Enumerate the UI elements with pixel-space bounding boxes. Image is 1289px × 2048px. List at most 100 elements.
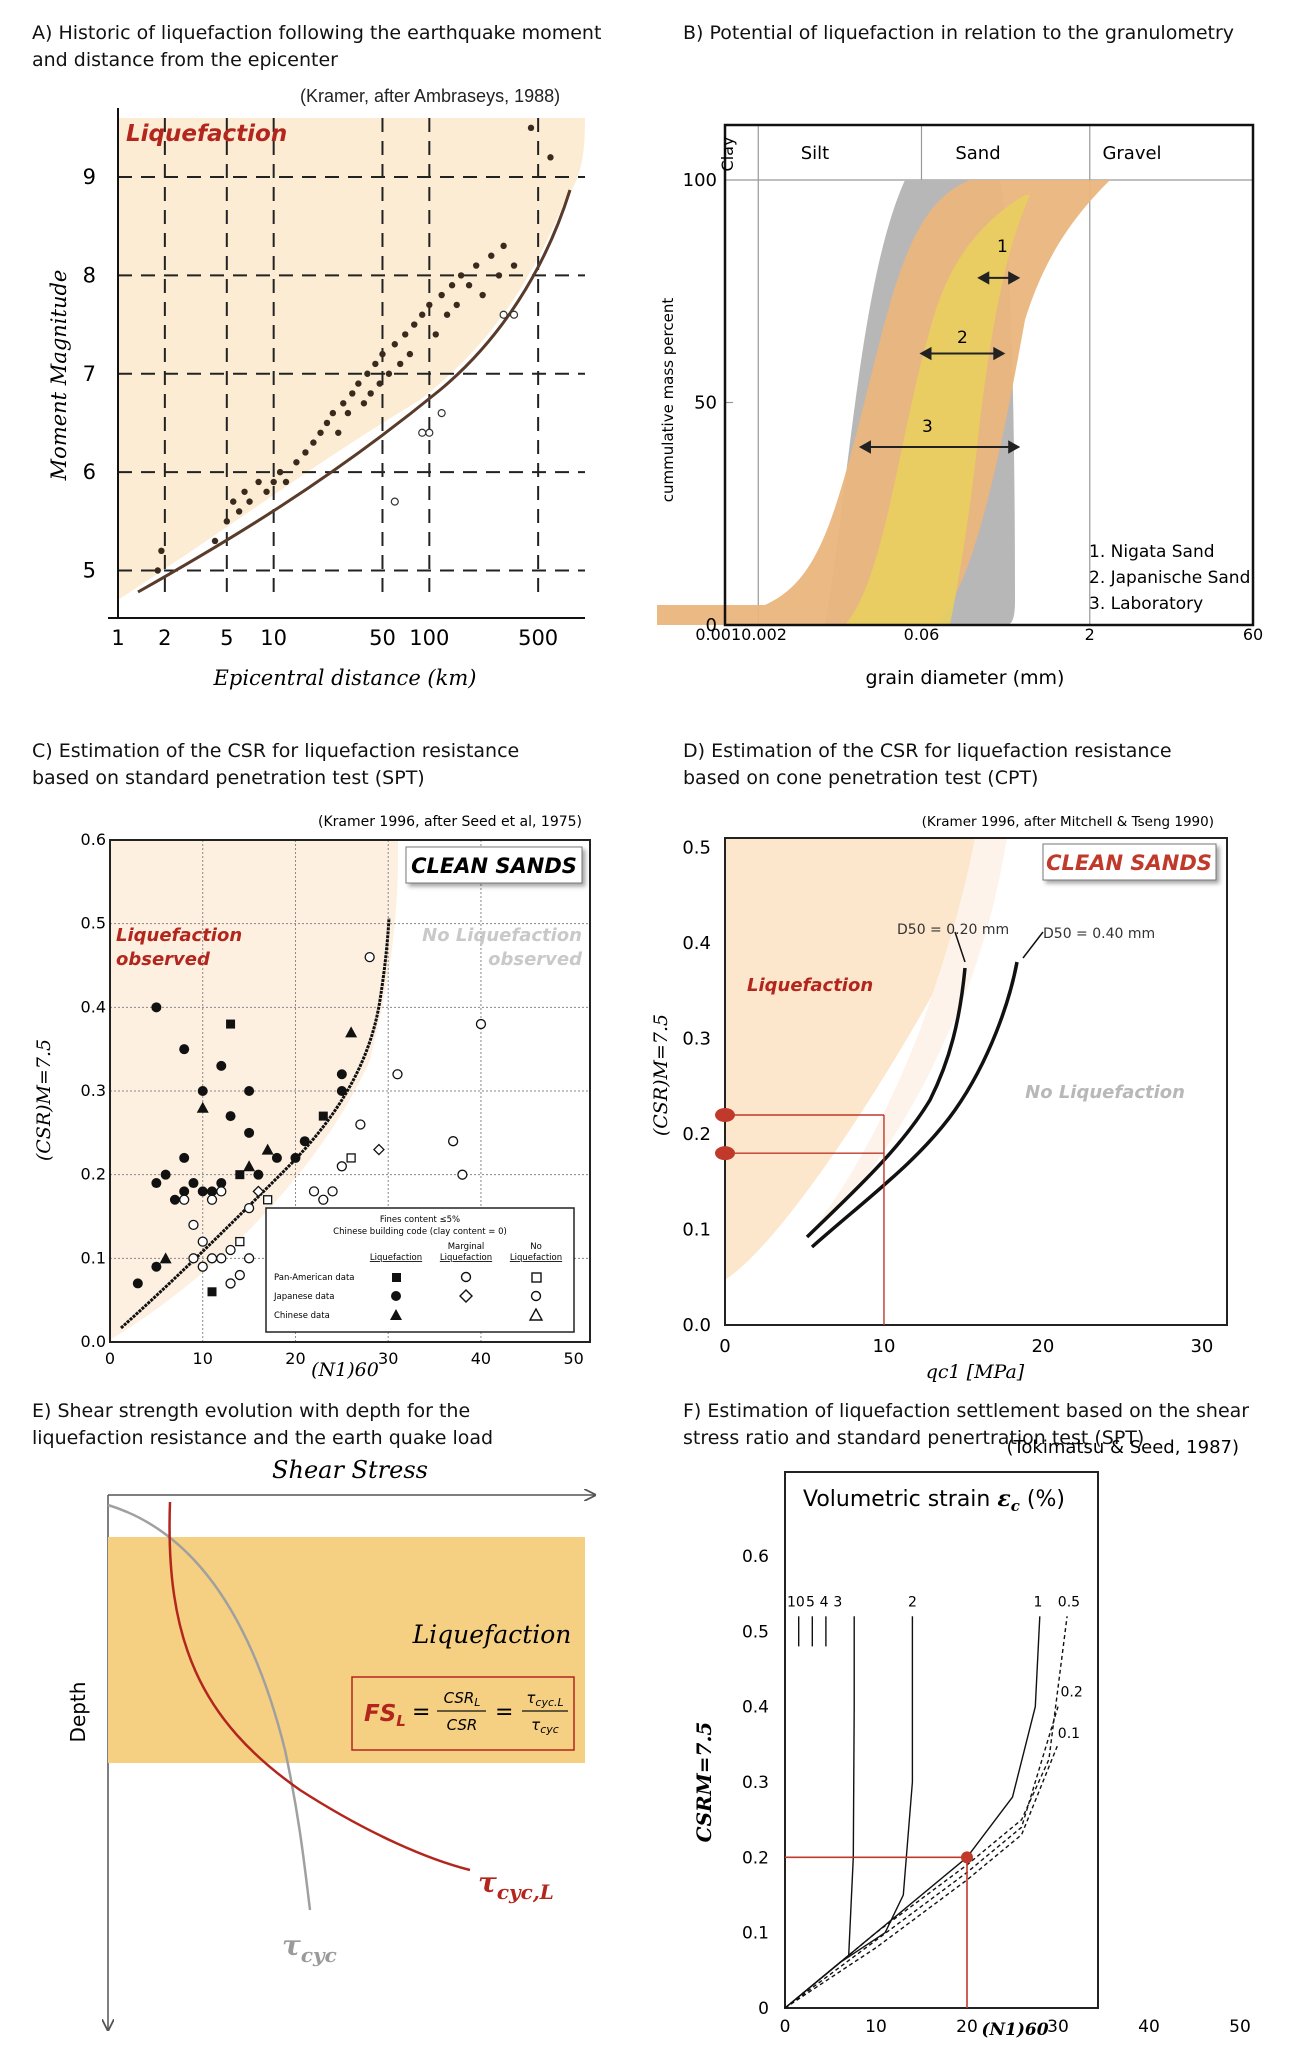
a-point-liquefaction	[510, 262, 518, 269]
c-point-liquefaction	[225, 1111, 236, 1122]
c-point-liquefaction	[243, 1160, 256, 1172]
a-point-liquefaction	[500, 242, 507, 250]
no-liquefaction-label-2: observed	[488, 949, 583, 970]
formula-eq-2: =	[495, 1700, 513, 1725]
legend-col-marginal-2: Liquefaction	[440, 1253, 492, 1263]
d-example-marker	[715, 1146, 735, 1161]
panel-c-title-line1: C) Estimation of the CSR for liquefactio…	[32, 740, 520, 762]
panel-f-title-line2: stress ratio and standard penertration t…	[683, 1427, 1145, 1449]
c-point-liquefaction	[235, 1170, 245, 1180]
f-ytick-label: 0.3	[742, 1773, 769, 1793]
legend-col-marginal-1: Marginal	[448, 1242, 485, 1252]
c-point-liquefaction	[336, 1069, 347, 1080]
a-point-liquefaction	[154, 567, 161, 574]
f-curve-label: 0.5	[1058, 1594, 1080, 1610]
a-point-liquefaction	[397, 360, 404, 368]
panel-c-source: (Kramer 1996, after Seed et al, 1975)	[318, 814, 582, 830]
panel-a-title-line2: and distance from the epicenter	[32, 49, 338, 71]
c-point-no-liquefaction	[243, 1253, 255, 1264]
c-point-no-liquefaction	[373, 1143, 385, 1156]
legend-header-2: Chinese building code (clay content = 0)	[333, 1227, 507, 1237]
curve-d50-0-40	[810, 961, 1019, 1249]
clean-sands-badge-d-text: CLEAN SANDS	[1046, 851, 1212, 875]
f-xtick-label: 0	[780, 2017, 791, 2037]
c-point-liquefaction	[197, 1186, 208, 1197]
panel-b-axes	[723, 123, 1255, 627]
a-point-liquefaction	[385, 370, 393, 377]
c-ytick-label: 0.2	[81, 1165, 106, 1184]
f-xtick-label: 10	[865, 2017, 887, 2037]
panel-b-title: B) Potential of liquefaction in relation…	[683, 22, 1235, 44]
panel-d-source: (Kramer 1996, after Mitchell & Tseng 199…	[922, 814, 1214, 830]
panel-a: A) Historic of liquefaction following th…	[0, 0, 645, 700]
liquefaction-region-d	[725, 838, 975, 1280]
b-ytick-label: 100	[683, 170, 717, 191]
panel-f-example	[785, 1851, 973, 2008]
panel-e-ylabel: Depth	[66, 1682, 90, 1743]
a-point-liquefaction	[391, 341, 398, 348]
c-point-no-liquefaction	[197, 1236, 208, 1247]
a-point-liquefaction	[302, 449, 309, 456]
a-xtick-label: 100	[409, 626, 449, 650]
a-point-liquefaction	[426, 301, 433, 309]
panel-e-title-line1: E) Shear strength evolution with depth f…	[32, 1400, 471, 1422]
formula-csrl: CSRL	[444, 1689, 481, 1709]
c-ytick-label: 0.5	[81, 914, 106, 933]
a-ytick-label: 7	[83, 362, 96, 386]
f-curve-label: 10	[787, 1594, 805, 1610]
f-ytick-label: 0.4	[742, 1698, 769, 1718]
band-number-2: 2	[957, 328, 968, 348]
f-curve-label: 0.1	[1058, 1726, 1080, 1742]
legend-col-no-1: No	[530, 1242, 542, 1252]
c-point-no-liquefaction	[216, 1253, 227, 1264]
curve-label-leader-2	[1022, 931, 1044, 959]
d-ytick-label: 0.2	[682, 1124, 711, 1145]
a-xtick-label: 500	[518, 626, 558, 650]
c-point-no-liquefaction	[206, 1253, 218, 1264]
a-point-liquefaction	[211, 537, 219, 545]
a-point-liquefaction	[495, 272, 503, 279]
c-point-liquefaction	[207, 1186, 218, 1197]
c-point-no-liquefaction	[327, 1186, 338, 1197]
arrow-laboratory-head-right	[1008, 440, 1021, 454]
f-example-point	[961, 1851, 973, 1864]
a-point-liquefaction	[349, 390, 356, 397]
panel-c-ylabel-text: (CSR)M=7.5	[33, 1039, 55, 1161]
c-point-no-liquefaction	[188, 1253, 199, 1264]
c-point-no-liquefaction	[243, 1202, 255, 1214]
label-tau-cyc: τcyc	[282, 1929, 337, 1967]
panel-f-box	[784, 1471, 1099, 2009]
panel-f-curves	[784, 1616, 1068, 2009]
b-ytick-label: 0	[706, 615, 717, 636]
formula-csr: CSR	[447, 1716, 478, 1734]
a-xtick-label: 2	[158, 626, 171, 650]
c-point-no-liquefaction	[457, 1169, 468, 1180]
f-ytick-label: 0.1	[742, 1924, 769, 1944]
a-point-liquefaction	[355, 380, 362, 387]
c-xtick-label: 0	[105, 1349, 115, 1368]
a-point-liquefaction	[379, 350, 386, 358]
panel-e-xlabel: Shear Stress	[272, 1456, 428, 1484]
f-ytick-label: 0.6	[742, 1547, 769, 1567]
c-ytick-label: 0.4	[81, 997, 106, 1016]
panel-c-chart: (Kramer 1996, after Seed et al, 1975) CL…	[33, 814, 591, 1381]
c-point-liquefaction	[226, 1019, 236, 1029]
c-point-liquefaction	[244, 1086, 255, 1096]
c-point-no-liquefaction	[392, 1069, 403, 1080]
legend-row-pan-american: Pan-American data	[274, 1273, 355, 1283]
a-point-liquefaction	[235, 508, 243, 515]
a-point-liquefaction	[419, 311, 426, 318]
panel-d-chart: (Kramer 1996, after Mitchell & Tseng 199…	[650, 814, 1228, 1383]
panel-d-ylabel: (CSR)M=7.5	[650, 1014, 672, 1136]
a-point-liquefaction	[293, 459, 300, 466]
c-point-no-liquefaction	[336, 1161, 347, 1172]
a-point-liquefaction	[335, 429, 342, 436]
f-curve-3	[784, 1616, 855, 2009]
c-point-liquefaction	[253, 1169, 264, 1180]
liquefaction-region	[118, 118, 585, 600]
c-point-liquefaction	[196, 1101, 209, 1113]
c-point-liquefaction	[160, 1169, 171, 1180]
c-point-no-liquefaction	[225, 1244, 236, 1256]
c-xtick-label: 30	[378, 1349, 398, 1368]
panel-e-title-line2: liquefaction resistance and the earth qu…	[32, 1427, 494, 1449]
